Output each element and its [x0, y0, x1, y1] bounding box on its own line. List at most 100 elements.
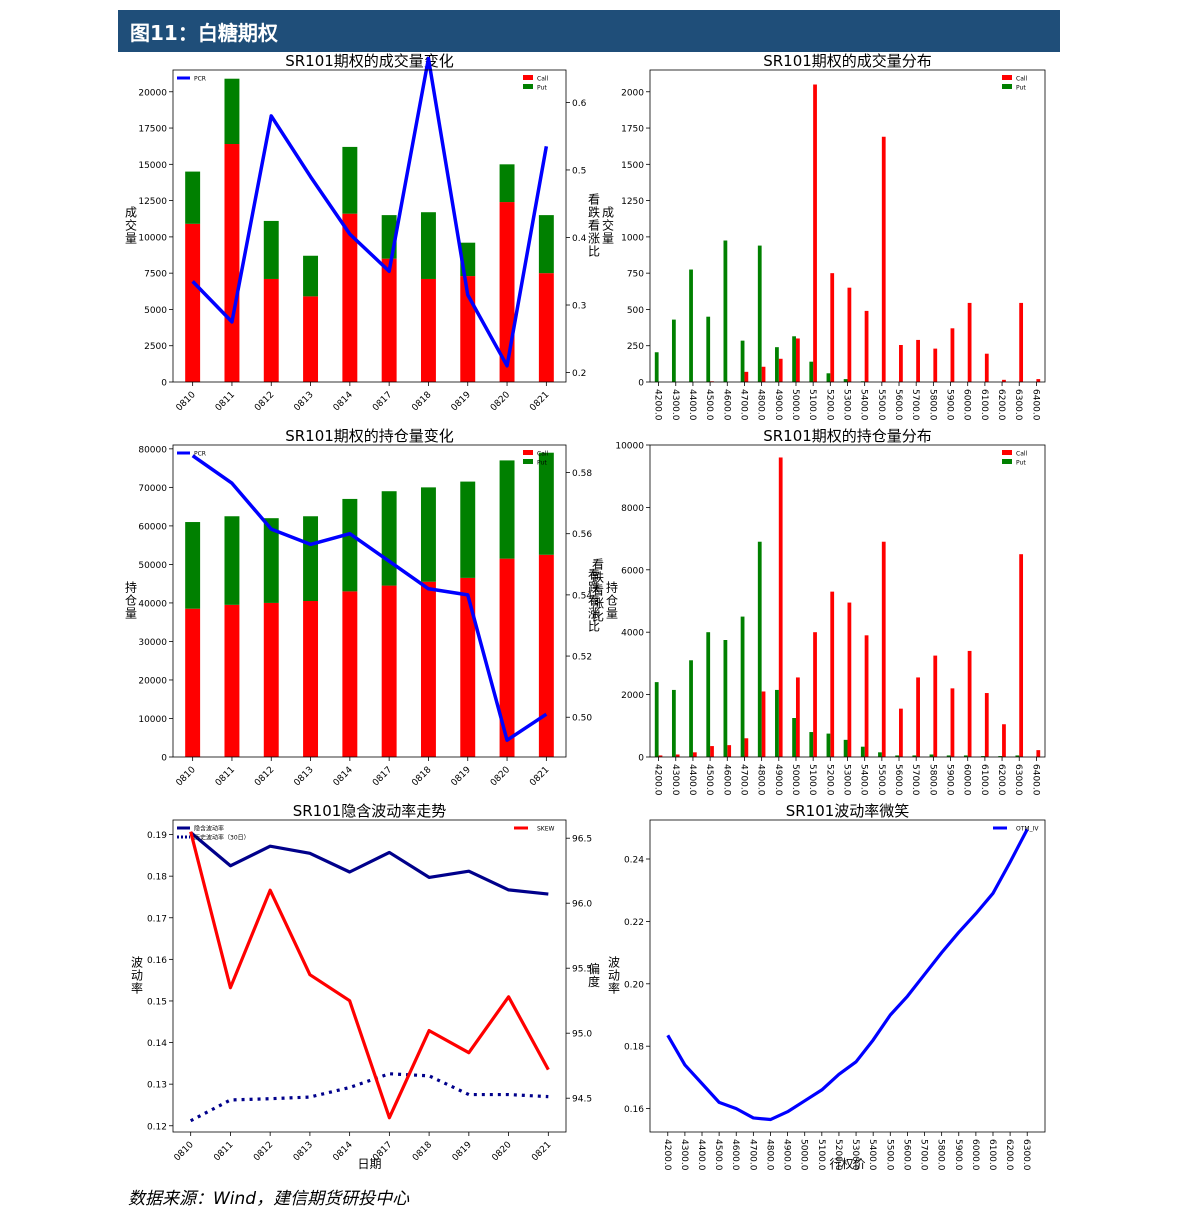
legend-right-swatch [523, 84, 533, 89]
x-axis-label: 行权价 [829, 1157, 865, 1171]
y-tick-label: 0.22 [624, 918, 644, 928]
call-bar [303, 601, 319, 757]
call-bar [224, 604, 240, 757]
y-axis-label-char: 交 [125, 218, 137, 233]
y-tick-label: 7500 [144, 270, 167, 280]
x-tick-label: 5300.0 [842, 389, 852, 421]
x-tick-label: 6100.0 [979, 389, 989, 421]
x-tick-label: 4700.0 [738, 764, 748, 796]
y-tick-label: 0.17 [147, 914, 167, 924]
put-bar [342, 146, 358, 214]
y-tick-label: 4000 [621, 629, 644, 639]
call-bar [1002, 379, 1006, 382]
x-tick-label: 0821 [528, 765, 551, 788]
chart-volume-dist: SR101期权的成交量分布 0 250 500 750 1000 1250 1500 1750 2… [621, 52, 1046, 421]
y-tick-label: 20000 [138, 88, 167, 98]
y-axis-label-char: 交 [602, 218, 614, 233]
call-bar [727, 745, 732, 757]
x-tick-label: 6200.0 [996, 389, 1006, 421]
plot-frame [649, 819, 1046, 1133]
x-tick-label: 0814 [332, 765, 355, 788]
y2-tick-label: 94.5 [572, 1095, 592, 1105]
x-tick-label: 5900.0 [945, 389, 955, 421]
x-tick-label: 5700.0 [910, 389, 920, 421]
put-bar [342, 498, 358, 592]
y2-axis-label-char: 量 [606, 607, 618, 621]
x-tick-label: 5500.0 [884, 1139, 894, 1171]
x-tick-label: 4200.0 [662, 1139, 672, 1171]
put-bar [860, 746, 865, 757]
call-bar [710, 746, 714, 757]
call-bar [303, 296, 319, 382]
legend-right-label: Put [1016, 85, 1026, 92]
x-tick-label: 0810 [175, 390, 198, 413]
chart-oi-dist: SR101期权的持仓量分布 0 2000 4000 6000 8000 10000 4200.… [615, 427, 1046, 796]
x-tick-label: 5200.0 [824, 389, 834, 421]
put-bar [723, 640, 728, 757]
y2-tick-label: 0.56 [572, 530, 592, 540]
x-tick-label: 5800.0 [936, 1139, 946, 1171]
put-bar [809, 361, 814, 382]
y-tick-label: 6000 [621, 566, 644, 576]
y2-tick-label: 0.2 [572, 369, 586, 379]
x-tick-label: 4600.0 [721, 389, 731, 421]
y-tick-label: 2000 [621, 691, 644, 701]
x-tick-label: 0813 [292, 390, 315, 413]
y2-tick-label: 96.5 [572, 835, 592, 845]
series-line-0 [666, 828, 1029, 1122]
y-axis-label-char: 持 [125, 580, 137, 595]
call-bar [744, 371, 749, 382]
x-tick-label: 5600.0 [893, 389, 903, 421]
y2-tick-label: 0.54 [572, 591, 592, 601]
y-tick-label: 50000 [138, 561, 167, 571]
x-tick-label: 0818 [410, 390, 433, 413]
call-bar [916, 339, 920, 382]
chart-title: SR101期权的成交量分布 [763, 52, 932, 70]
put-bar [689, 269, 693, 382]
chart-title: SR101隐含波动率走势 [293, 802, 447, 820]
call-bar [538, 273, 554, 382]
x-tick-label: 0811 [214, 390, 237, 413]
plot-frame [172, 819, 567, 1133]
call-bar [950, 688, 955, 757]
y-axis-label: 波动率 [608, 956, 620, 996]
x-tick-label: 5900.0 [945, 764, 955, 796]
call-bar [984, 693, 989, 757]
x-tick-label: 5100.0 [807, 764, 817, 796]
legend-right-label: Call [1016, 451, 1028, 458]
y-tick-label: 10000 [138, 233, 167, 243]
x-tick-label: 5700.0 [910, 764, 920, 796]
y2-tick-label: 0.3 [572, 302, 586, 312]
y-tick-label: 8000 [621, 504, 644, 514]
y2-tick-label: 0.6 [572, 99, 587, 109]
y-tick-label: 70000 [138, 484, 167, 494]
put-bar [843, 379, 848, 382]
x-tick-label: 0821 [530, 1140, 553, 1163]
x-tick-label: 0811 [214, 765, 237, 788]
y-tick-label: 80000 [138, 445, 167, 455]
x-tick-label: 5100.0 [807, 389, 817, 421]
put-bar [1015, 755, 1020, 757]
call-bar [950, 328, 955, 382]
plot-frame [172, 69, 567, 383]
legend-left-label: PCR [194, 451, 206, 458]
y-axis-label: 成交量 [602, 206, 614, 246]
y2-tick-label: 0.50 [572, 714, 592, 724]
put-bar [420, 212, 436, 279]
x-tick-label: 0814 [332, 390, 355, 413]
x-tick-label: 0810 [173, 1140, 196, 1163]
x-tick-label: 0813 [292, 1140, 315, 1163]
put-bar [706, 632, 711, 757]
call-bar [263, 278, 279, 382]
x-tick-label: 0810 [175, 765, 198, 788]
y-tick-label: 0.15 [147, 997, 167, 1007]
y-tick-label: 0.24 [624, 856, 644, 866]
put-bar [185, 522, 201, 609]
chart-iv-smile: SR101波动率微笑 0.16 0.18 0.20 0.22 0.24 4200.0 4300… [624, 802, 1046, 1171]
y2-tick-label: 0.5 [572, 166, 586, 176]
x-tick-label: 5400.0 [867, 1139, 877, 1171]
x-tick-label: 5500.0 [876, 764, 886, 796]
legend-right-label: Put [1016, 460, 1026, 467]
y-tick-label: 17500 [138, 125, 167, 135]
y-axis-label-char: 仓 [125, 594, 137, 608]
